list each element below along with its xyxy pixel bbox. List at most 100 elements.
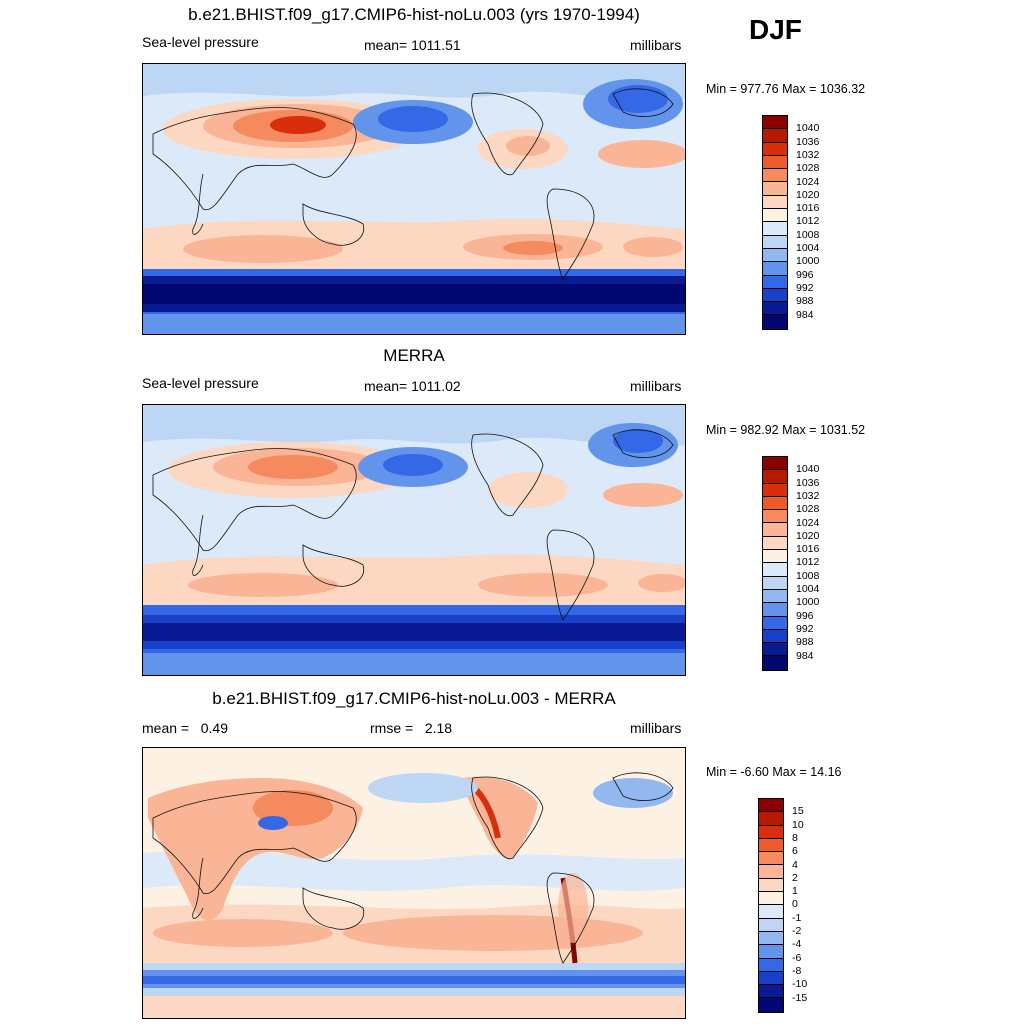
colorbar-swatch xyxy=(759,852,783,866)
colorbar-swatch xyxy=(759,838,783,853)
colorbar-swatch xyxy=(759,799,783,813)
colorbar-swatch xyxy=(763,470,787,484)
colorbar-swatch xyxy=(763,629,787,644)
colorbar-tick-label: 1024 xyxy=(796,175,820,188)
colorbar-swatch xyxy=(763,576,787,590)
colorbar-tick-label: 1012 xyxy=(796,556,820,569)
panel2-mean-label: mean= 1011.02 xyxy=(364,378,461,394)
colorbar-swatch xyxy=(759,985,783,999)
panel3-title: b.e21.BHIST.f09_g17.CMIP6-hist-noLu.003 … xyxy=(212,689,616,708)
colorbar-swatch xyxy=(759,825,783,839)
colorbar-tick-label: 1000 xyxy=(796,596,820,609)
colorbar-tick-label: -8 xyxy=(792,964,802,977)
colorbar-swatch xyxy=(763,510,787,524)
colorbar-swatch xyxy=(759,958,783,972)
panel3-rmse-label: rmse = 2.18 xyxy=(370,720,453,736)
panel3-mean-label: mean = 0.49 xyxy=(142,720,229,736)
panel2-title: MERRA xyxy=(383,346,445,365)
colorbar-swatch xyxy=(763,589,787,604)
colorbar-swatch xyxy=(763,656,787,670)
colorbar-tick-label: 1032 xyxy=(796,489,820,502)
panel2-map-field xyxy=(143,405,685,675)
panel1-minmax-label: Min = 977.76 Max = 1036.32 xyxy=(706,82,866,96)
colorbar-swatch xyxy=(759,945,783,959)
colorbar-swatch xyxy=(763,142,787,156)
colorbar-tick-label: 1040 xyxy=(796,122,820,135)
season-label: DJF xyxy=(749,14,802,45)
panel3-map-field xyxy=(143,748,685,1018)
colorbar-tick-label: -1 xyxy=(792,911,802,924)
panel1-mean-label: mean= 1011.51 xyxy=(364,37,461,53)
colorbar-tick-label: 992 xyxy=(796,281,814,294)
colorbar-swatch xyxy=(763,169,787,183)
colorbar-tick-label: 1008 xyxy=(796,228,820,241)
panel2-coastlines xyxy=(152,429,674,621)
colorbar-tick-label: -10 xyxy=(792,978,808,991)
colorbar-tick-label: 10 xyxy=(792,818,804,831)
colorbar-swatch xyxy=(763,182,787,196)
panel1-variable-label: Sea-level pressure xyxy=(142,34,259,50)
colorbar-tick-label: 984 xyxy=(796,649,814,662)
colorbar-tick-label: 988 xyxy=(796,636,814,649)
panel1-colorbar-ticks: 1040 1036 1032 1028 1024 1020 1016 1012 1008 1004… xyxy=(796,115,856,329)
panel3-colorbar-ticks: 15 10 8 6 4 2 1 0 -1 -2 -4 -6 -8 -10 -15 xyxy=(792,798,852,1012)
panel2-units-label: millibars xyxy=(630,378,682,394)
panel3-map xyxy=(142,747,686,1019)
colorbar-tick-label: 1028 xyxy=(796,162,820,175)
colorbar-swatch xyxy=(759,865,783,879)
colorbar-swatch xyxy=(763,262,787,276)
colorbar-swatch xyxy=(763,496,787,511)
panel1-title: b.e21.BHIST.f09_g17.CMIP6-hist-noLu.003 … xyxy=(188,5,640,24)
colorbar-tick-label: 992 xyxy=(796,622,814,635)
colorbar-tick-label: 15 xyxy=(792,805,804,818)
colorbar-tick-label: 2 xyxy=(792,871,798,884)
colorbar-swatch xyxy=(763,616,787,630)
colorbar-swatch xyxy=(763,155,787,170)
colorbar-swatch xyxy=(763,209,787,223)
colorbar-swatch xyxy=(763,603,787,617)
panel2-colorbar xyxy=(762,456,788,671)
colorbar-tick-label: 8 xyxy=(792,831,798,844)
panel1-colorbar xyxy=(762,115,788,330)
colorbar-swatch xyxy=(763,248,787,263)
colorbar-tick-label: 1 xyxy=(792,885,798,898)
colorbar-tick-label: 996 xyxy=(796,609,814,622)
colorbar-tick-label: 0 xyxy=(792,898,798,911)
colorbar-tick-label: 4 xyxy=(792,858,798,871)
panel3-coastlines xyxy=(152,772,674,964)
colorbar-swatch xyxy=(763,222,787,236)
panel2-map xyxy=(142,404,686,676)
colorbar-swatch xyxy=(763,116,787,130)
panel3-colorbar xyxy=(758,798,784,1013)
colorbar-swatch xyxy=(763,302,787,316)
colorbar-swatch xyxy=(759,892,783,906)
colorbar-tick-label: 1020 xyxy=(796,188,820,201)
colorbar-swatch xyxy=(759,878,783,893)
colorbar-tick-label: 1036 xyxy=(796,135,820,148)
panel3-units-label: millibars xyxy=(630,720,682,736)
colorbar-tick-label: 1008 xyxy=(796,569,820,582)
colorbar-tick-label: 1004 xyxy=(796,583,820,595)
colorbar-tick-label: 1016 xyxy=(796,202,820,215)
colorbar-tick-label: 1028 xyxy=(796,503,820,516)
colorbar-swatch xyxy=(759,971,783,986)
panel3-minmax-label: Min = -6.60 Max = 14.16 xyxy=(706,765,842,779)
panel2-minmax-label: Min = 982.92 Max = 1031.52 xyxy=(706,423,866,437)
colorbar-swatch xyxy=(763,129,787,143)
colorbar-swatch xyxy=(763,195,787,210)
colorbar-tick-label: 996 xyxy=(796,268,814,281)
colorbar-swatch xyxy=(763,550,787,564)
panel2-colorbar-ticks: 1040 1036 1032 1028 1024 1020 1016 1012 1008 1004… xyxy=(796,456,856,670)
panel1-map-field xyxy=(143,64,685,334)
colorbar-tick-label: -2 xyxy=(792,925,802,937)
colorbar-tick-label: 1036 xyxy=(796,476,820,489)
colorbar-tick-label: 988 xyxy=(796,295,814,308)
colorbar-swatch xyxy=(759,918,783,932)
colorbar-swatch xyxy=(763,563,787,577)
colorbar-swatch xyxy=(763,523,787,537)
colorbar-tick-label: 6 xyxy=(792,845,798,858)
colorbar-swatch xyxy=(763,235,787,249)
colorbar-swatch xyxy=(763,275,787,289)
colorbar-tick-label: 984 xyxy=(796,308,814,321)
panel2-variable-label: Sea-level pressure xyxy=(142,375,259,391)
